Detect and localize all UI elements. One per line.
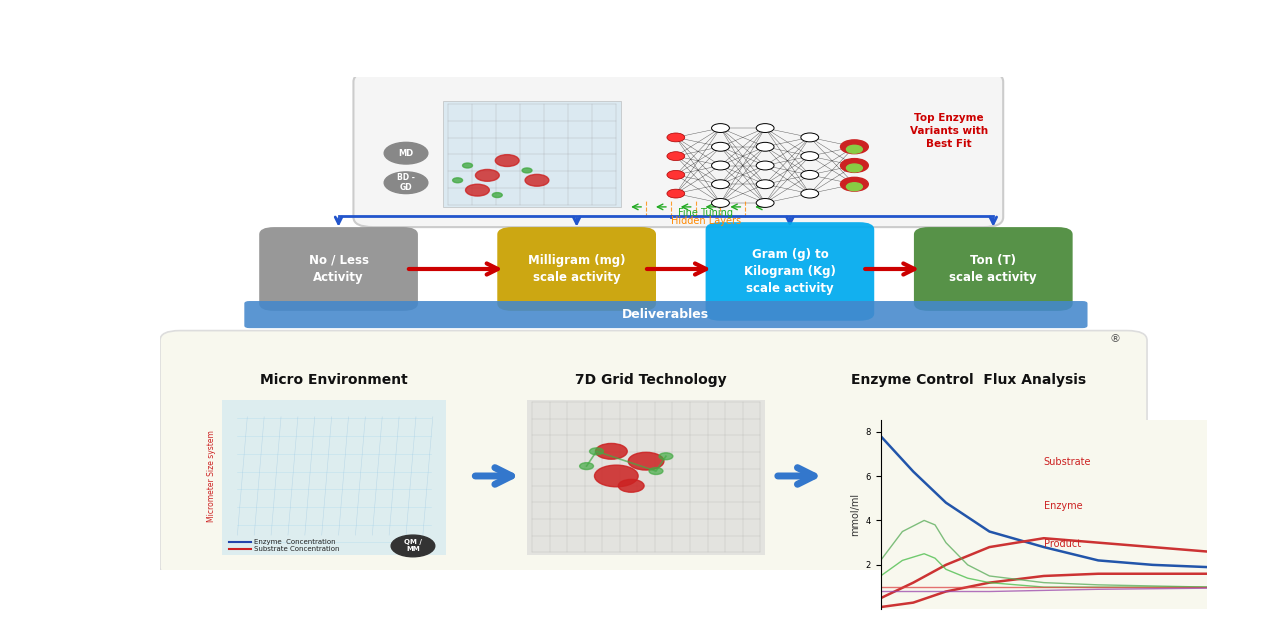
Circle shape <box>594 465 639 487</box>
Circle shape <box>756 161 774 170</box>
Circle shape <box>846 164 863 172</box>
Text: Top Enzyme
Variants with
Best Fit: Top Enzyme Variants with Best Fit <box>910 113 988 149</box>
Circle shape <box>756 198 774 207</box>
Circle shape <box>801 152 819 161</box>
FancyBboxPatch shape <box>259 227 417 311</box>
FancyBboxPatch shape <box>160 331 1147 577</box>
Circle shape <box>756 142 774 151</box>
Circle shape <box>801 189 819 198</box>
Text: QM /
MM: QM / MM <box>404 540 422 552</box>
Circle shape <box>667 189 685 198</box>
Circle shape <box>756 124 774 132</box>
Text: Product: Product <box>1044 539 1082 549</box>
Circle shape <box>392 535 435 557</box>
FancyBboxPatch shape <box>705 222 874 321</box>
FancyBboxPatch shape <box>223 399 445 555</box>
Circle shape <box>384 172 428 193</box>
Circle shape <box>841 159 868 172</box>
Circle shape <box>712 142 730 151</box>
Circle shape <box>801 133 819 142</box>
Circle shape <box>628 452 664 470</box>
Text: MD: MD <box>398 148 413 157</box>
Text: ®: ® <box>1110 334 1121 344</box>
Text: Hidden Layers: Hidden Layers <box>671 216 741 226</box>
Circle shape <box>846 145 863 153</box>
Circle shape <box>756 180 774 189</box>
Y-axis label: mmol/ml: mmol/ml <box>850 493 860 536</box>
Text: Micrometer Size system: Micrometer Size system <box>207 430 216 522</box>
Text: Ton (T)
scale activity: Ton (T) scale activity <box>950 254 1037 284</box>
Circle shape <box>475 170 499 181</box>
Circle shape <box>522 168 532 173</box>
Circle shape <box>595 444 627 460</box>
Circle shape <box>580 463 594 470</box>
Circle shape <box>841 177 868 191</box>
Circle shape <box>525 174 549 186</box>
Text: BD -
GD: BD - GD <box>397 173 415 193</box>
FancyBboxPatch shape <box>527 399 765 555</box>
Text: Gram (g) to
Kilogram (Kg)
scale activity: Gram (g) to Kilogram (Kg) scale activity <box>744 248 836 295</box>
Text: Deliverables: Deliverables <box>622 308 709 321</box>
Circle shape <box>667 152 685 161</box>
Text: Enzyme: Enzyme <box>1044 501 1083 511</box>
Text: Milligram (mg)
scale activity: Milligram (mg) scale activity <box>527 254 626 284</box>
FancyBboxPatch shape <box>353 72 1004 227</box>
Circle shape <box>712 124 730 132</box>
Circle shape <box>659 453 673 460</box>
Circle shape <box>712 198 730 207</box>
Circle shape <box>493 193 502 198</box>
Circle shape <box>846 183 863 191</box>
Circle shape <box>618 479 644 492</box>
Circle shape <box>453 178 462 183</box>
FancyBboxPatch shape <box>497 227 657 311</box>
Circle shape <box>466 184 489 196</box>
Text: Enzyme Control  Flux Analysis: Enzyme Control Flux Analysis <box>851 373 1085 387</box>
Text: Fine Tuning: Fine Tuning <box>678 208 733 218</box>
Circle shape <box>649 468 663 474</box>
FancyBboxPatch shape <box>244 301 1088 328</box>
Text: Micro Environment: Micro Environment <box>260 373 407 387</box>
Circle shape <box>590 448 603 455</box>
Circle shape <box>384 142 428 164</box>
Circle shape <box>462 163 472 168</box>
FancyBboxPatch shape <box>443 101 621 207</box>
Circle shape <box>667 133 685 142</box>
Text: No / Less
Activity: No / Less Activity <box>308 254 369 284</box>
Text: Enzyme  Concentration: Enzyme Concentration <box>255 540 335 545</box>
Circle shape <box>712 161 730 170</box>
Text: Substrate: Substrate <box>1044 457 1092 467</box>
Text: 7D Grid Technology: 7D Grid Technology <box>575 373 727 387</box>
Circle shape <box>801 170 819 179</box>
Text: Substrate Concentration: Substrate Concentration <box>255 546 339 552</box>
Circle shape <box>712 180 730 189</box>
Circle shape <box>667 170 685 179</box>
Circle shape <box>841 140 868 154</box>
FancyBboxPatch shape <box>914 227 1073 311</box>
Circle shape <box>495 155 520 166</box>
